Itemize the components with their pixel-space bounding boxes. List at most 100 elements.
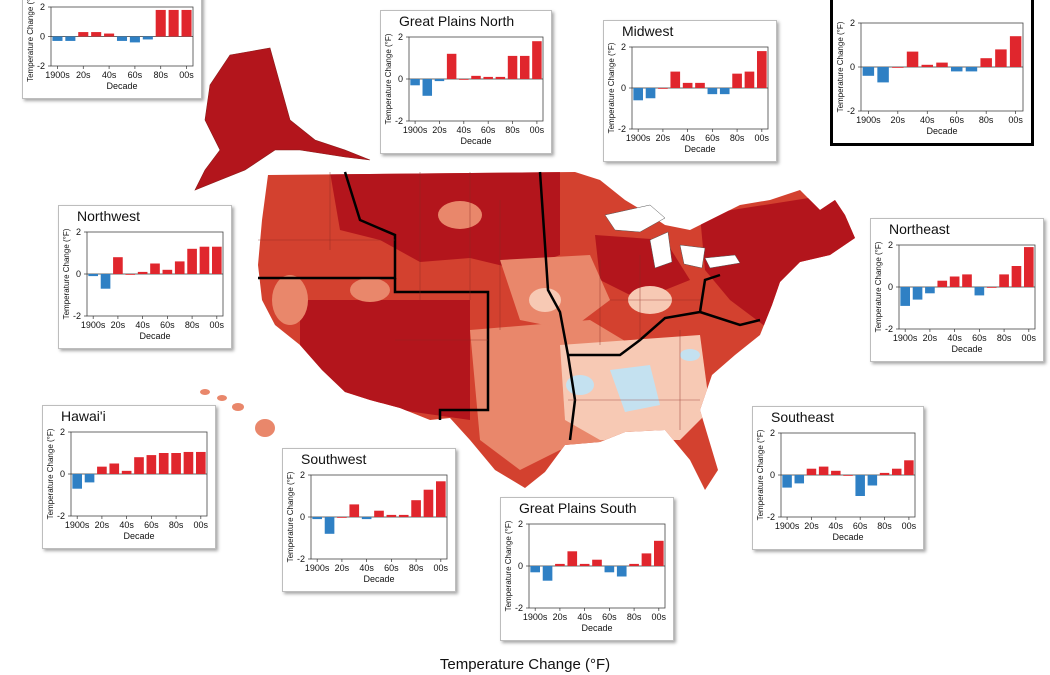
chart-panel-great-plains-north: Great Plains North 2 0 -2 1900s 20s 40s 60s 80s… [380,10,552,154]
x-tick-label: 1900s [893,333,918,343]
x-tick-label: 40s [947,333,962,343]
x-tick-label: 1900s [45,70,70,80]
bar [1009,36,1022,67]
x-tick-label: 60s [160,320,175,330]
bar [459,79,469,80]
y-axis-label: Temperature Change (°F) [607,42,616,133]
bar [361,517,372,520]
x-tick-label: 60s [853,521,868,531]
cool-patch [566,375,594,395]
bar [181,9,192,37]
bar [616,566,627,577]
y-tick-label: 2 [40,2,45,12]
bar [892,67,904,68]
bar [91,32,102,37]
bar [519,55,530,79]
bar [912,287,923,300]
y-tick-label: -2 [515,603,523,613]
x-tick-label: 00s [1008,115,1023,125]
x-tick-label: 20s [432,125,447,135]
x-tick-label: 40s [102,70,117,80]
bar [843,475,853,476]
y-axis-label: Temperature Change (°F) [756,429,765,520]
state-boundaries [258,172,700,430]
x-axis-label: Decade [123,531,154,541]
bar [211,246,222,274]
x-tick-label: 40s [135,320,150,330]
bar [398,514,409,517]
x-axis-label: Decade [139,331,170,341]
x-axis-label: Decade [951,344,982,354]
alaska-map [194,47,371,191]
x-tick-label: 40s [829,521,844,531]
x-tick-label: 00s [434,563,449,573]
bar [423,489,434,517]
bar [434,79,445,82]
x-tick-label: 20s [923,333,938,343]
bar [374,510,384,517]
x-tick-label: 40s [119,520,134,530]
chart-title: Southeast [771,409,835,425]
bar [707,88,718,95]
hawaii-islands [200,389,275,437]
bar [495,76,506,79]
chart-title: Hawai'i [61,408,106,424]
bar [818,466,829,475]
x-tick-label: 80s [505,125,520,135]
bar [1011,266,1022,287]
x-tick-label: 80s [169,520,184,530]
chart-panel-northeast: Northeast 2 0 -2 1900s 20s 40s 60s 80s 00s Decade… [870,218,1044,362]
bar [168,9,179,37]
moderate-patch [438,201,482,229]
x-tick-label: 20s [335,563,350,573]
bar [855,475,865,496]
bar [471,75,481,79]
bar [78,32,89,37]
y-axis-label: Temperature Change (°F) [26,0,35,82]
x-tick-label: 1900s [81,320,106,330]
bar [682,82,693,88]
x-axis-label: Decade [926,126,957,136]
x-axis-label: Decade [363,574,394,584]
x-tick-label: 00s [652,612,667,622]
bar [891,468,902,475]
bar [900,287,911,306]
y-axis-label: Temperature Change (°F) [62,228,71,319]
bar [195,451,206,474]
y-tick-label: -2 [618,124,626,134]
x-tick-label: 40s [577,612,592,622]
bar [446,53,457,79]
chart-panel-midwest: Midwest 2 0 -2 1900s 20s 40s 60s 80s 00s Decade Te… [603,20,777,162]
x-tick-label: 40s [359,563,374,573]
x-tick-label: 40s [680,133,695,143]
bar [72,474,83,489]
chart-panel-southeast: Southeast 2 0 -2 1900s 20s 40s 60s 80s 00s Decade… [752,406,924,550]
bar [507,55,518,79]
x-tick-label: 1900s [403,125,428,135]
bar [324,517,335,534]
bar [349,504,360,517]
pale-patch [529,288,561,312]
y-axis-label: Temperature Change (°F) [874,241,883,332]
bar [113,257,123,274]
chart-panel-northwest: Northwest 2 0 -2 1900s 20s 40s 60s 80s 00s Decade… [58,205,232,349]
bar [542,566,553,581]
bar [483,76,493,79]
y-axis-label: Temperature Change (°F) [384,33,393,124]
bar [155,9,166,37]
great-lakes [604,204,741,269]
y-tick-label: -2 [885,324,893,334]
x-tick-label: 00s [210,320,225,330]
x-tick-label: 1900s [856,115,881,125]
x-axis-label: Decade [832,532,863,542]
y-axis-label: Temperature Change (°F) [286,471,295,562]
chart-panel-great-plains-south: Great Plains South 2 0 -2 1900s 20s 40s 60s 80s… [500,497,674,641]
bar [629,563,639,566]
bar [879,472,890,475]
bar [925,287,935,294]
bar [137,271,148,274]
